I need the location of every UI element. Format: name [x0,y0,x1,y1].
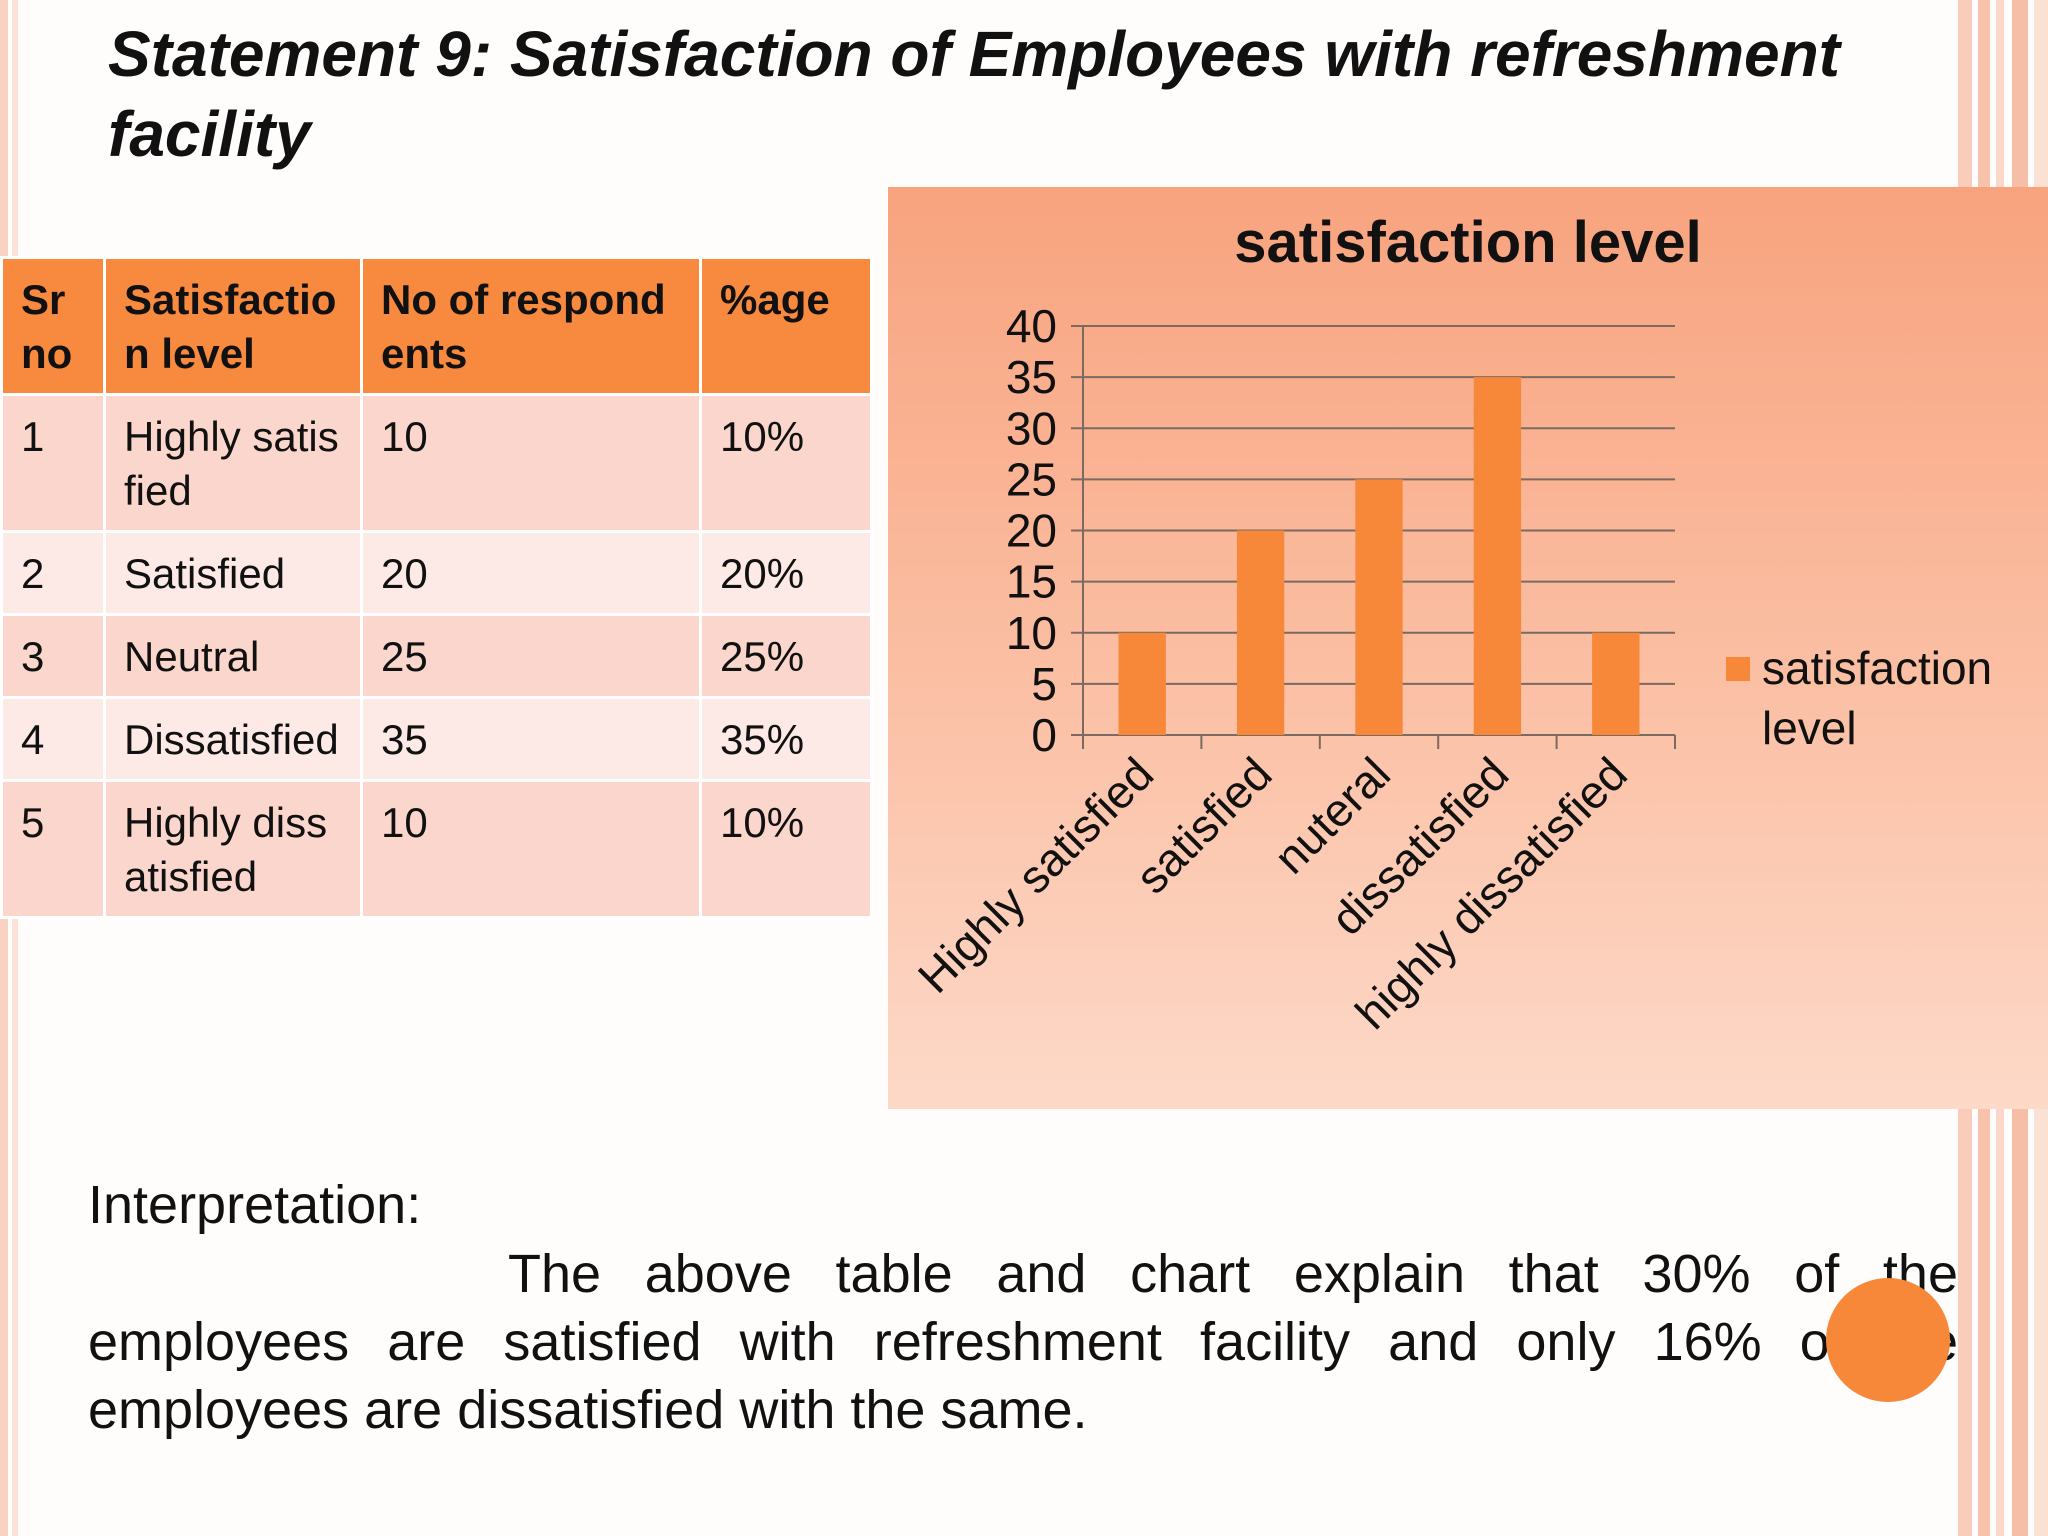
cell-level: Neutral [103,613,363,699]
cell-sr-no: 3 [0,613,106,699]
legend-swatch [1726,657,1750,681]
legend-label: satisfaction level [1762,642,1992,754]
cell-percentage: 25% [699,613,873,699]
chart-bars [1118,377,1640,735]
table-row: 3 Neutral 25 25% [0,613,873,699]
interpretation-heading: Interpretation: [88,1175,422,1235]
cell-level: Highly satisfied [103,393,363,533]
y-tick-label: 5 [1031,658,1057,710]
table-row: 2 Satisfied 20 20% [0,530,873,616]
cell-percentage: 35% [699,696,873,782]
table-header-row: Sr no Satisfaction level No of responden… [0,256,873,396]
decorative-circle [1826,1278,1950,1402]
satisfaction-table: Sr no Satisfaction level No of responden… [0,256,873,919]
y-tick-label: 15 [1006,556,1057,608]
header-satisfaction-level: Satisfaction level [103,256,363,396]
cell-respondents: 25 [360,613,702,699]
header-percentage: %age [699,256,873,396]
cell-percentage: 10% [699,779,873,919]
slide-title: Statement 9: Satisfaction of Employees w… [108,18,1840,170]
cell-respondents: 20 [360,530,702,616]
table-row: 4 Dissatisfied 35 35% [0,696,873,782]
cell-sr-no: 1 [0,393,106,533]
y-tick-label: 0 [1031,709,1057,761]
cell-sr-no: 2 [0,530,106,616]
cell-respondents: 10 [360,779,702,919]
category-label: Highly satisfied [908,747,1164,1003]
cell-respondents: 35 [360,696,702,782]
cell-level: Dissatisfied [103,696,363,782]
cell-percentage: 10% [699,393,873,533]
y-tick-label: 20 [1006,505,1057,557]
chart-panel: satisfaction level 0 5 10 15 20 25 30 35 40 High… [888,187,2048,1109]
y-tick-label: 30 [1006,402,1057,454]
chart-legend: satisfaction level [1726,642,1992,754]
cell-sr-no: 4 [0,696,106,782]
header-sr-no: Sr no [0,256,106,396]
bar [1473,377,1522,735]
x-axis-categories: Highly satisfiedsatisfiednuteraldissatis… [908,747,1637,1039]
chart-title: satisfaction level [1234,210,1701,275]
y-tick-label: 35 [1006,351,1057,403]
cell-percentage: 20% [699,530,873,616]
cell-respondents: 10 [360,393,702,533]
bar [1118,632,1166,735]
cell-level: Highly dissatisfied [103,779,363,919]
header-no-of-respondents: No of respondents [360,256,702,396]
cell-sr-no: 5 [0,779,106,919]
table-row: 5 Highly dissatisfied 10 10% [0,779,873,919]
bar [1592,632,1640,735]
bar [1355,479,1403,735]
y-tick-label: 40 [1006,300,1057,352]
interpretation-text: The above table and chart explain that 3… [88,1244,1958,1440]
y-tick-label: 10 [1006,607,1057,659]
cell-level: Satisfied [103,530,363,616]
bar [1236,530,1285,735]
table-row: 1 Highly satisfied 10 10% [0,393,873,533]
y-tick-label: 25 [1006,453,1057,505]
